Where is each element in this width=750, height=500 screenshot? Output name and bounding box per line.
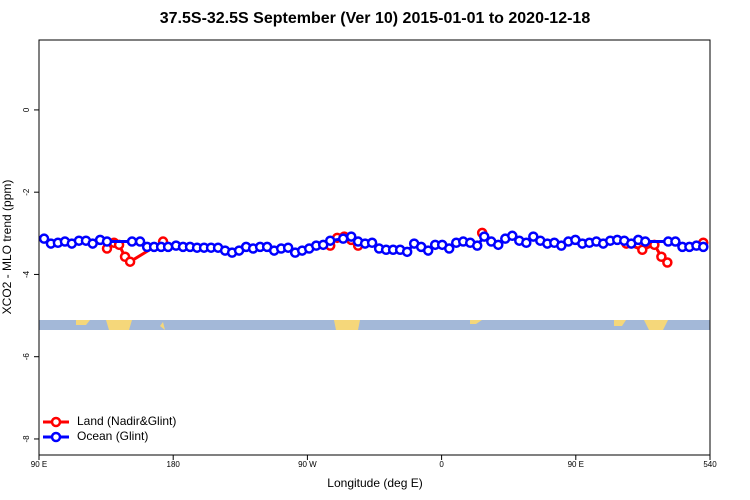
data-point [282,242,294,253]
data-point [124,256,136,267]
data-point [662,257,673,268]
data-point [422,245,434,256]
data-point [698,241,709,253]
y-tick-label: -2 [22,188,31,196]
x-tick-label: 90 E [568,460,584,469]
data-point [337,233,349,244]
data-point [640,236,651,247]
data-point [366,237,378,249]
data-point [521,237,532,249]
data-point [126,236,138,247]
plot-frame [38,39,711,456]
data-point [134,236,146,247]
legend-label: Land (Nadir&Glint) [77,414,176,428]
x-tick-label: 0 [439,460,444,469]
data-point [656,251,667,263]
legend-marker [50,416,62,428]
y-tick-label: -8 [22,435,31,443]
data-point [38,233,50,244]
data-point [401,246,413,258]
x-axis-label: Longitude (deg E) [327,476,422,490]
data-point [670,236,681,247]
x-tick-label: 90 E [31,460,47,469]
x-tick-label: 540 [703,460,717,469]
data-point [471,240,483,251]
data-point [101,236,113,247]
y-tick-label: 0 [22,107,31,112]
y-axis-label: XCO2 - MLO trend (ppm) [0,180,14,315]
x-tick-label: 180 [167,460,181,469]
data-point [507,230,518,242]
data-point [478,231,490,242]
data-point [345,231,357,242]
data-point [443,243,455,254]
chart-title: 37.5S-32.5S September (Ver 10) 2015-01-0… [160,10,591,27]
y-tick-label: -6 [22,353,31,361]
data-point [324,235,336,246]
y-tick-label: -4 [22,270,31,278]
x-tick-label: 90 W [298,460,317,469]
map-strip [39,320,710,330]
data-point [493,239,504,251]
data-point [637,244,648,256]
legend-marker [50,431,62,443]
plot-area [38,227,709,268]
legend-label: Ocean (Glint) [77,429,148,443]
